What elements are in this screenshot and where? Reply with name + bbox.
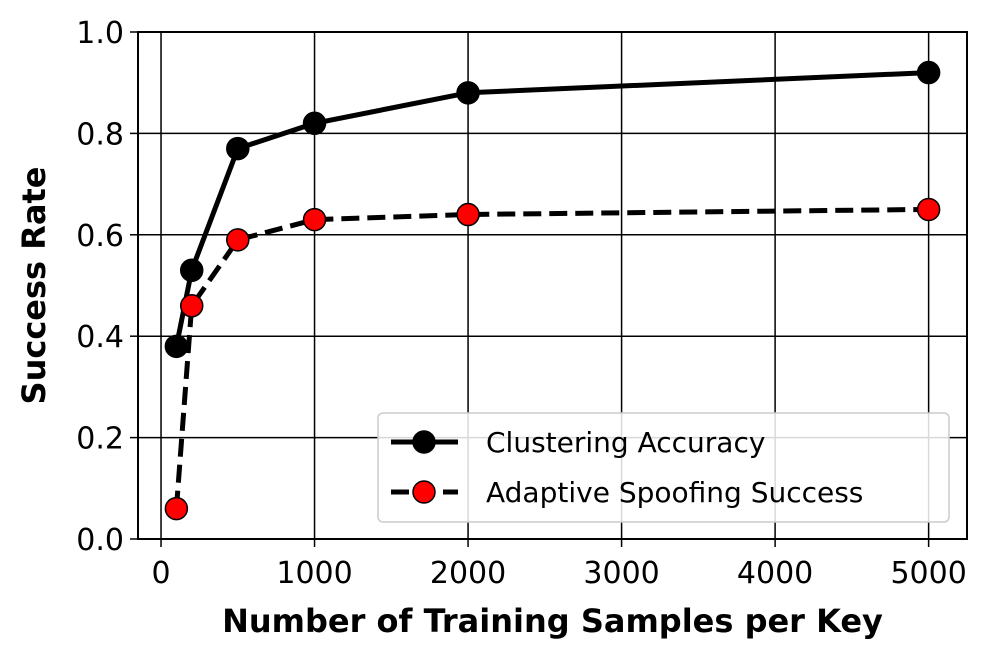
legend: Clustering Accuracy Adaptive Spoofing Suc… (377, 412, 950, 523)
plot-series (164, 60, 941, 521)
plot-area-frame (137, 31, 968, 540)
series-2-point (179, 294, 204, 318)
legend-item: Adaptive Spoofing Success (391, 476, 863, 509)
series-2-point (164, 496, 189, 521)
x-tick-label: 2000 (430, 556, 506, 591)
series-2-point (456, 202, 480, 227)
x-tick-label: 3000 (583, 556, 659, 591)
series-2-point (916, 197, 941, 222)
series-1-point (179, 258, 204, 283)
y-tick-label: 1.0 (76, 16, 124, 51)
series-2-point (302, 207, 327, 232)
legend-box (377, 412, 950, 523)
series-1-point (916, 60, 941, 85)
series-line-1 (173, 70, 929, 347)
series-2-point (226, 228, 250, 252)
series-line-2 (173, 206, 929, 509)
series-1-point (226, 136, 250, 161)
y-tick-label: 0.8 (76, 117, 124, 152)
x-tick-label: 5000 (890, 556, 966, 591)
x-tick-label: 1000 (276, 556, 352, 591)
y-tick-label: 0.6 (76, 219, 124, 254)
x-tick-label: 4000 (737, 556, 813, 591)
x-axis-ticks: 0 1000 2000 3000 4000 5000 (151, 539, 967, 591)
series-1-point (456, 81, 480, 105)
y-tick-label: 0.0 (76, 523, 124, 558)
y-axis-title: Success Rate (15, 167, 53, 405)
y-tick-label: 0.4 (76, 320, 124, 355)
x-axis-title: Number of Training Samples per Key (222, 602, 883, 640)
legend-marker-swatch (412, 430, 436, 454)
series-1-point (164, 334, 189, 359)
series-1-point (302, 111, 327, 136)
x-tick-label: 0 (151, 556, 170, 591)
legend-label: Clustering Accuracy (486, 426, 765, 459)
y-axis-ticks: 0.0 0.2 0.4 0.6 0.8 1.0 (76, 16, 138, 558)
legend-item: Clustering Accuracy (391, 426, 765, 459)
legend-label: Adaptive Spoofing Success (486, 476, 863, 509)
y-tick-label: 0.2 (76, 422, 124, 457)
legend-marker-swatch (412, 480, 436, 504)
